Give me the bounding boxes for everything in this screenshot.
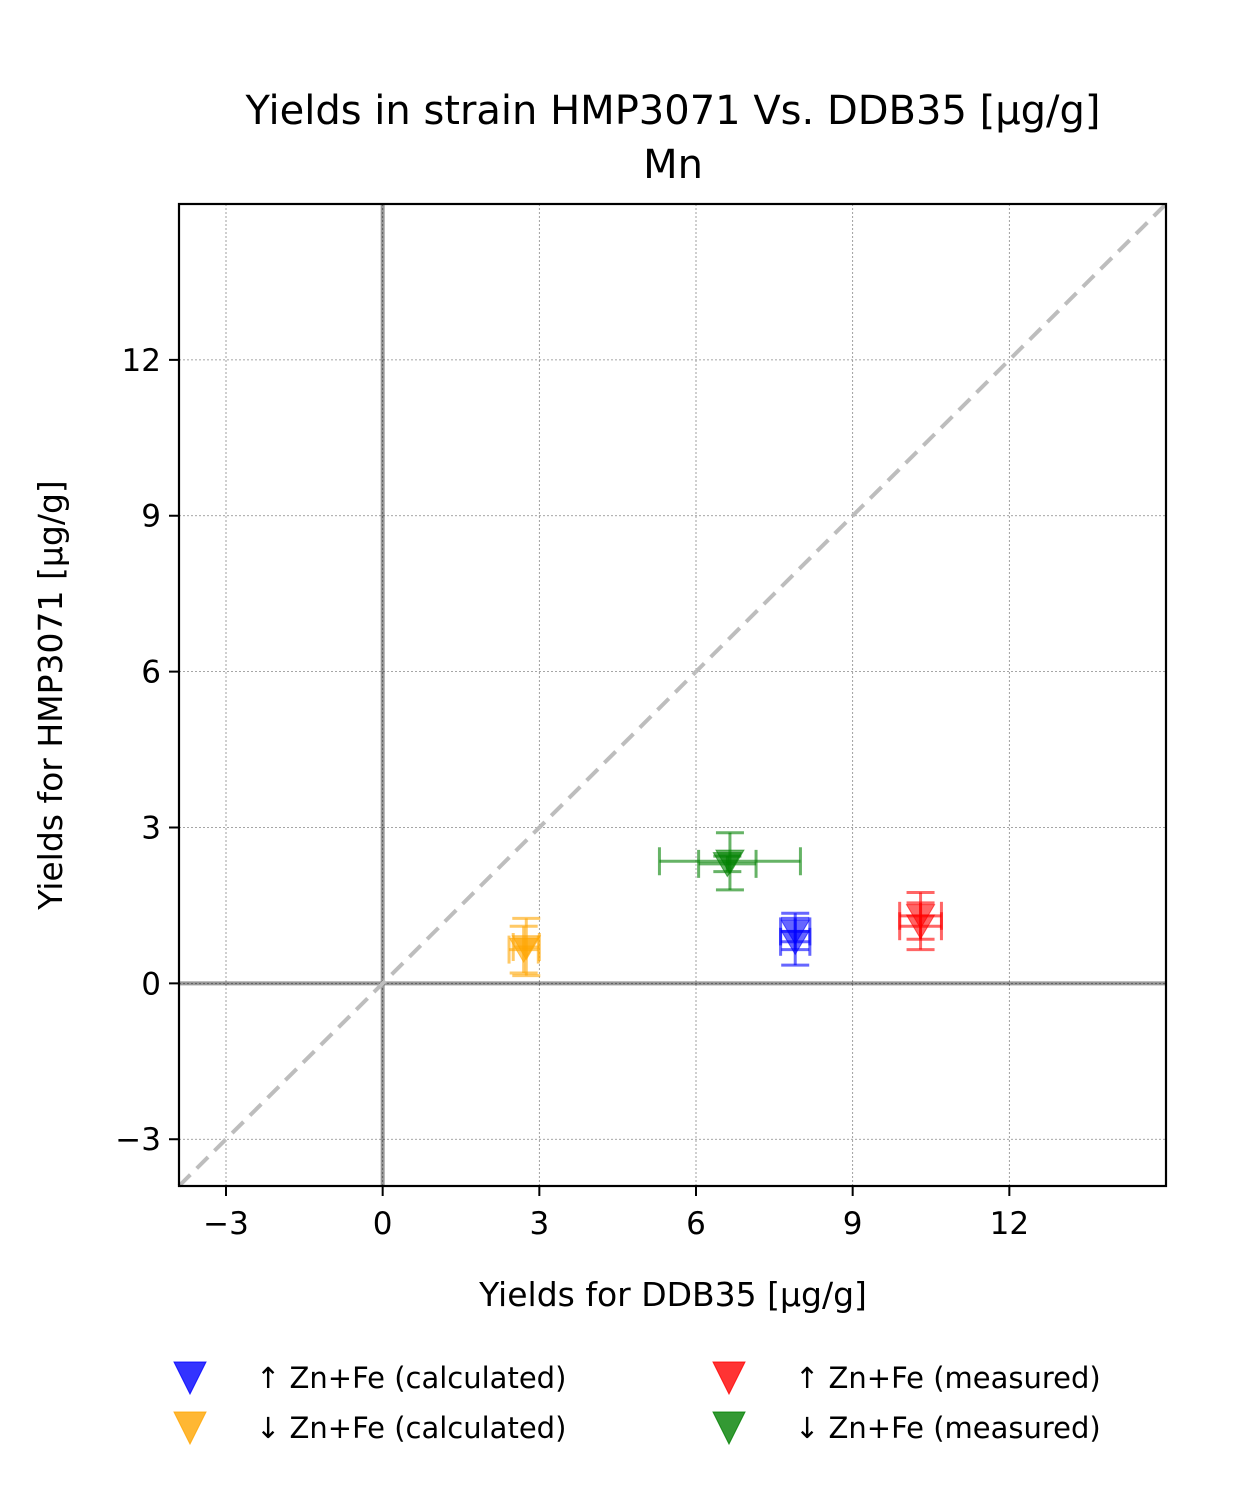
data-point-marker xyxy=(780,930,811,956)
y-tick-label: −3 xyxy=(115,1122,161,1158)
x-tick-label: 0 xyxy=(373,1206,393,1242)
x-tick-label: 12 xyxy=(990,1206,1029,1242)
x-tick-label: 3 xyxy=(529,1206,549,1242)
legend-marker xyxy=(173,1411,207,1446)
x-axis-title: Yields for DDB35 [µg/g] xyxy=(478,1275,867,1314)
legend-label: ↓ Zn+Fe (calculated) xyxy=(256,1411,566,1445)
y-tick-label: 12 xyxy=(122,343,161,379)
x-tick-label: 9 xyxy=(843,1206,863,1242)
x-tick-label: 6 xyxy=(686,1206,706,1242)
series-group xyxy=(898,890,943,952)
diagonal-reference-line xyxy=(177,202,1168,1188)
tick-layer: −3 0 3 6 9 12 −3 0 3 6 9 12 xyxy=(115,343,1029,1242)
data-point-marker xyxy=(905,914,936,940)
reference-lines xyxy=(177,202,1168,1188)
legend-marker xyxy=(712,1411,746,1446)
legend-marker xyxy=(173,1361,207,1396)
grid-layer xyxy=(179,204,1166,1186)
series-group xyxy=(779,911,812,967)
plot-frame xyxy=(177,202,1168,1188)
legend-label: ↓ Zn+Fe (measured) xyxy=(795,1411,1101,1445)
chart-subtitle: Mn xyxy=(643,142,703,188)
chart-title: Yields in strain HMP3071 Vs. DDB35 [µg/g… xyxy=(244,88,1100,134)
y-tick-label: 3 xyxy=(141,810,161,846)
legend: ↑ Zn+Fe (calculated) ↓ Zn+Fe (calculated)… xyxy=(173,1361,1101,1446)
x-tick-label: −3 xyxy=(203,1206,249,1242)
y-tick-label: 6 xyxy=(141,655,161,691)
legend-label: ↑ Zn+Fe (calculated) xyxy=(256,1361,566,1395)
legend-marker xyxy=(712,1361,746,1396)
data-point-marker xyxy=(712,852,743,878)
legend-label: ↑ Zn+Fe (measured) xyxy=(795,1361,1101,1395)
y-tick-label: 9 xyxy=(141,499,161,535)
y-tick-label: 0 xyxy=(141,966,161,1002)
series-group xyxy=(507,916,542,978)
y-axis-title: Yields for HMP3071 [µg/g] xyxy=(31,480,70,911)
series-group xyxy=(657,831,802,892)
data-point-marker xyxy=(508,937,539,964)
data-layer xyxy=(507,831,943,978)
